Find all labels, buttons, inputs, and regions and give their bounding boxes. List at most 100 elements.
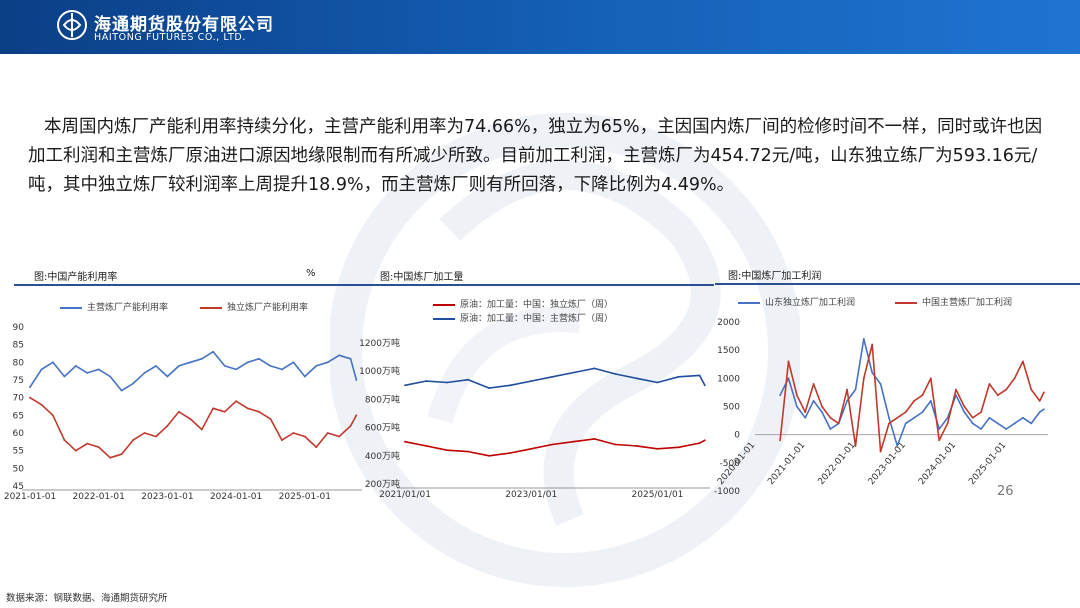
data-point: [837, 422, 840, 425]
y-tick-label: -500: [720, 459, 741, 469]
data-point: [572, 371, 575, 374]
data-point: [787, 377, 790, 380]
data-point: [200, 357, 203, 360]
legend-swatch: [433, 303, 455, 306]
data-point: [1030, 422, 1033, 425]
data-point: [74, 449, 77, 452]
data-point: [1042, 391, 1045, 394]
data-point: [303, 435, 306, 438]
watermark-logo: [330, 113, 800, 587]
data-point: [488, 387, 491, 390]
data-point: [929, 377, 932, 380]
legend-label: 独立炼厂产能利用率: [227, 303, 309, 313]
data-point: [698, 442, 701, 445]
data-point: [269, 364, 272, 367]
y-tick-label: 45: [13, 482, 24, 492]
y-tick-label: 55: [13, 447, 24, 457]
data-point: [971, 422, 974, 425]
data-point: [1013, 377, 1016, 380]
data-point: [862, 338, 865, 340]
data-point: [52, 361, 54, 364]
data-point: [509, 384, 512, 387]
title-rule: [14, 284, 714, 286]
data-point: [166, 425, 169, 427]
data-point: [988, 416, 991, 419]
data-point: [143, 372, 146, 374]
data-point: [963, 411, 966, 414]
series-line-1-0: [404, 438, 706, 457]
data-point: [212, 407, 215, 410]
y-tick-label: 800万吨: [365, 393, 400, 405]
x-tick-label: 2025/01/01: [632, 490, 684, 500]
data-point: [281, 439, 283, 441]
data-point: [656, 447, 659, 450]
legend-item-shandong-profit: 山东独立炼厂加工利润: [738, 295, 855, 308]
data-point: [446, 449, 448, 452]
y-tick-label: 80: [13, 358, 25, 368]
data-point: [246, 361, 249, 364]
data-point: [132, 382, 134, 385]
data-point: [97, 368, 100, 371]
figure-title-capacity: 图:中国产能利用率: [34, 272, 118, 283]
y-tick-label: 1200万吨: [359, 337, 400, 349]
data-point: [338, 354, 341, 357]
data-point: [913, 399, 915, 402]
legend-item-independent-capacity: 独立炼厂产能利用率: [200, 300, 308, 313]
header-banner: 海通期货股份有限公司 HAITONG FUTURES CO., LTD.: [0, 0, 1080, 54]
data-point: [1005, 388, 1008, 391]
data-point: [904, 411, 907, 414]
data-point: [355, 379, 358, 381]
data-point: [929, 399, 932, 402]
data-point: [404, 440, 406, 443]
data-point: [779, 439, 782, 442]
data-point: [29, 396, 31, 399]
series-line-2-0: [779, 338, 1045, 447]
data-point: [656, 381, 659, 384]
data-point: [829, 428, 832, 430]
data-point: [1038, 399, 1041, 402]
data-point: [212, 350, 215, 353]
data-point: [52, 414, 54, 417]
legend-swatch: [60, 306, 82, 309]
data-point: [804, 416, 807, 419]
data-point: [921, 394, 924, 397]
data-point: [854, 445, 857, 447]
data-point: [40, 368, 43, 371]
data-point: [904, 422, 907, 425]
data-point: [349, 425, 352, 427]
data-point: [871, 371, 874, 374]
data-point: [635, 377, 638, 380]
y-tick-label: 1000: [717, 374, 740, 384]
data-point: [913, 416, 915, 419]
data-point: [269, 417, 272, 420]
data-point: [703, 439, 706, 442]
data-point: [812, 399, 815, 402]
data-source: 数据来源：钢联数据、海通期货研究所: [6, 593, 168, 604]
data-point: [235, 400, 238, 403]
data-point: [879, 450, 882, 453]
data-point: [996, 394, 999, 397]
legend-item-main-capacity: 主营炼厂产能利用率: [60, 300, 168, 313]
data-point: [467, 450, 470, 453]
data-point: [349, 357, 352, 360]
data-point: [109, 456, 112, 459]
data-point: [812, 383, 815, 385]
series-line-0-1: [29, 397, 358, 459]
data-point: [488, 454, 491, 457]
data-point: [635, 445, 638, 447]
data-point: [1005, 428, 1008, 430]
data-point: [779, 394, 782, 397]
data-point: [888, 422, 890, 425]
data-point: [74, 364, 77, 367]
x-tick-label: 2024-01-01: [210, 492, 262, 502]
legend-swatch: [738, 301, 760, 304]
data-point: [988, 383, 991, 385]
data-point: [258, 357, 260, 360]
data-point: [980, 428, 982, 430]
x-tick-label: 2023-01-01: [867, 441, 908, 488]
data-point: [292, 361, 295, 364]
data-point: [355, 414, 358, 417]
data-point: [281, 368, 283, 371]
x-tick-label: 2021-01-01: [4, 492, 56, 502]
figure-title-profit: 图:中国炼厂加工利润: [728, 271, 822, 282]
